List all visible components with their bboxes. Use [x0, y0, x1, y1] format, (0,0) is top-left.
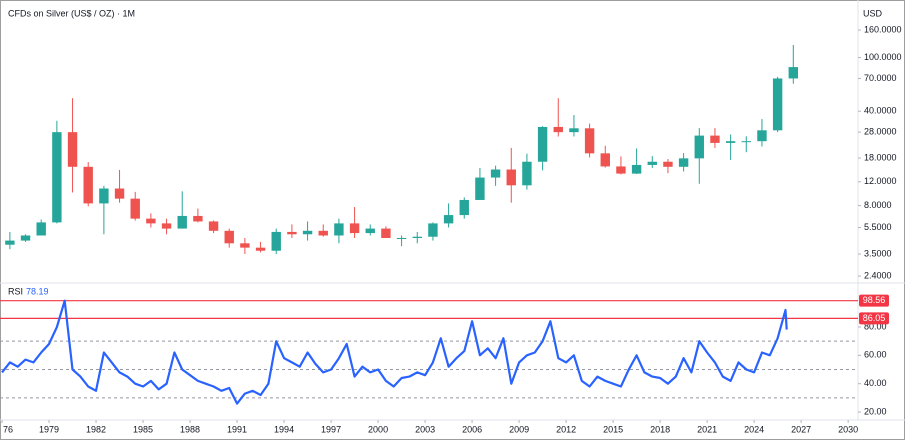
- candle-body: [584, 128, 595, 154]
- x-tick-label: 1991: [227, 424, 247, 434]
- x-tick-label: 1988: [180, 424, 200, 434]
- candle-body: [161, 223, 172, 229]
- y-tick-label: 8.0000: [864, 200, 892, 210]
- y-tick-label: 2.4000: [864, 270, 892, 280]
- candle-body: [20, 235, 31, 241]
- candle-body: [678, 158, 689, 167]
- x-tick-label: 1985: [133, 424, 153, 434]
- candle-body: [725, 141, 736, 143]
- candle-body: [130, 198, 140, 219]
- y-tick-label: 40.00: [864, 378, 887, 388]
- candle-body: [600, 153, 610, 167]
- y-tick-label: 20.00: [864, 406, 887, 416]
- y-tick-label: 70.0000: [864, 73, 897, 83]
- x-tick-label: 2024: [744, 424, 764, 434]
- candle-body: [537, 126, 548, 162]
- candle-body: [428, 223, 438, 237]
- candle-body: [616, 166, 626, 174]
- candle-body: [334, 223, 344, 236]
- candle-body: [475, 177, 485, 200]
- y-tick-label: 160.0000: [864, 24, 902, 34]
- candle-body: [271, 231, 281, 251]
- x-tick-label: 1994: [274, 424, 294, 434]
- candle-body: [193, 215, 203, 222]
- candle-body: [553, 126, 563, 133]
- x-tick-label: 2015: [603, 424, 623, 434]
- candle-body: [99, 188, 109, 204]
- candle-body: [788, 67, 798, 79]
- candle-body: [5, 240, 15, 245]
- candle-body: [224, 230, 234, 244]
- candle-body: [757, 130, 767, 142]
- y-tick-label: 12.0000: [864, 176, 897, 186]
- candle-body: [459, 199, 469, 216]
- x-tick-label: 1979: [39, 424, 59, 434]
- x-tick-label: 2003: [415, 424, 435, 434]
- candle-body: [255, 247, 266, 251]
- x-tick-label: 2012: [556, 424, 576, 434]
- x-tick-label: 2030: [838, 424, 858, 434]
- candle-body: [349, 223, 360, 234]
- unit-label: USD: [863, 8, 883, 18]
- candle-body: [287, 231, 297, 235]
- candle-body: [146, 218, 156, 224]
- candle-body: [177, 215, 187, 229]
- y-tick-label: 100.0000: [864, 52, 902, 62]
- candle-body: [647, 161, 657, 165]
- candle-body: [36, 222, 46, 236]
- x-tick-label: 1997: [321, 424, 341, 434]
- candle-body: [52, 132, 62, 223]
- candle-body: [240, 243, 250, 248]
- candle-body: [365, 228, 375, 234]
- candle-body: [694, 135, 704, 159]
- candle-body: [114, 188, 125, 199]
- rsi-line: [1, 299, 788, 405]
- candle-body: [506, 169, 516, 186]
- candle-body: [396, 237, 407, 239]
- x-tick-label: 2018: [650, 424, 670, 434]
- rsi-title: RSI: [8, 286, 23, 296]
- y-tick-label: 3.5000: [864, 248, 892, 258]
- y-tick-label: 40.0000: [864, 106, 897, 116]
- x-tick-label: 76: [3, 424, 13, 434]
- x-tick-label: 2006: [462, 424, 482, 434]
- candle-body: [522, 161, 532, 186]
- x-tick-label: 2021: [697, 424, 717, 434]
- candle-body: [663, 161, 673, 167]
- candle-body: [412, 236, 422, 238]
- chart-title: CFDs on Silver (US$ / OZ) · 1M: [8, 8, 135, 18]
- candle-body: [67, 132, 78, 167]
- candle-body: [741, 141, 751, 143]
- y-tick-label: 28.0000: [864, 127, 897, 137]
- candle-body: [443, 215, 454, 224]
- x-tick-label: 2027: [791, 424, 811, 434]
- level-badge: [859, 312, 889, 325]
- x-tick-label: 2000: [368, 424, 388, 434]
- x-tick-label: 2009: [509, 424, 529, 434]
- candle-body: [302, 230, 313, 235]
- y-tick-label: 18.0000: [864, 152, 897, 162]
- level-label: 86.05: [863, 313, 886, 323]
- candle-body: [569, 128, 579, 133]
- rsi-current-value: 78.19: [26, 286, 49, 296]
- y-tick-label: 60.00: [864, 350, 887, 360]
- candle-body: [208, 221, 219, 231]
- level-badge: [859, 294, 889, 307]
- level-label: 98.56: [863, 295, 886, 305]
- candle-body: [490, 169, 501, 178]
- candle-body: [772, 78, 783, 131]
- y-tick-label: 80.00: [864, 321, 887, 331]
- x-tick-label: 1982: [86, 424, 106, 434]
- candle-body: [83, 166, 93, 204]
- candle-body: [381, 228, 391, 238]
- y-tick-label: 5.5000: [864, 222, 892, 232]
- candle-body: [318, 230, 328, 236]
- candle-body: [631, 164, 642, 174]
- candle-body: [710, 135, 720, 143]
